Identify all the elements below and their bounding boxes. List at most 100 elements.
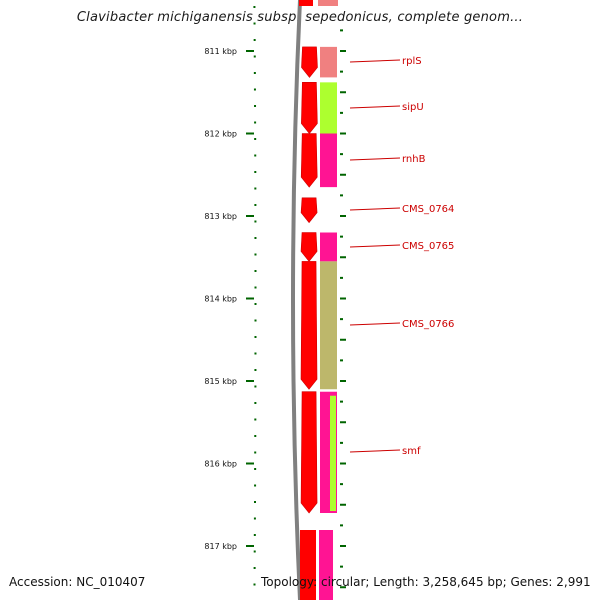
gene-label-CMS_0766[interactable]: CMS_0766 xyxy=(402,319,454,330)
tick-mark xyxy=(340,524,343,527)
cog-partial-top[interactable] xyxy=(318,0,338,6)
tick-mark xyxy=(340,586,346,589)
tick-mark xyxy=(340,483,343,486)
tick-mark xyxy=(246,50,254,52)
scale-dot xyxy=(253,534,256,536)
backbone xyxy=(291,0,302,600)
tick-mark xyxy=(340,503,346,506)
scale-dot xyxy=(254,121,257,124)
leader-CMS_0765 xyxy=(349,244,401,248)
scale-dot xyxy=(254,319,257,322)
scale-dot xyxy=(254,237,257,239)
scale-dot xyxy=(254,435,257,437)
scale-dot xyxy=(254,451,257,454)
scale-dot xyxy=(254,138,257,140)
scale-dot xyxy=(254,105,257,107)
cds-CMS_0766[interactable] xyxy=(300,261,318,390)
tick-mark xyxy=(340,421,346,424)
tick-label: 813 kbp xyxy=(204,212,237,221)
scale-dots xyxy=(253,6,257,586)
tick-label: 817 kbp xyxy=(204,542,237,551)
gene-label-sipU[interactable]: sipU xyxy=(402,102,424,113)
tick-mark xyxy=(246,297,254,300)
tick-mark xyxy=(340,111,343,114)
scale-dot xyxy=(253,88,256,91)
cog-rnhB[interactable] xyxy=(320,133,337,188)
cds-smf[interactable] xyxy=(300,391,318,514)
tick-mark xyxy=(340,132,346,135)
tick-mark xyxy=(340,50,346,52)
leader-rnhB xyxy=(349,157,401,161)
tick-mark xyxy=(340,338,346,341)
cog-CMS_0765[interactable] xyxy=(320,232,337,262)
tick-mark xyxy=(246,545,254,547)
scale-dot xyxy=(254,369,257,371)
cog-sipU[interactable] xyxy=(320,82,337,134)
scale-dot xyxy=(253,583,256,586)
scale-dot xyxy=(253,517,256,520)
scale-dot xyxy=(253,501,256,503)
tick-mark xyxy=(246,380,254,382)
tick-mark xyxy=(246,132,254,135)
scale-dot xyxy=(254,336,257,338)
cds-rnhB[interactable] xyxy=(300,133,318,188)
scale-dot xyxy=(254,220,257,223)
scale-dot xyxy=(254,418,257,421)
cds-track[interactable] xyxy=(299,0,318,600)
gene-label-smf[interactable]: smf xyxy=(402,446,421,457)
tick-mark xyxy=(340,359,343,362)
tick-label: 811 kbp xyxy=(204,47,237,56)
cog-CMS_0766[interactable] xyxy=(320,261,337,390)
leader-rplS xyxy=(349,59,401,63)
scale-dot xyxy=(254,154,257,157)
scale-dot xyxy=(253,550,256,553)
tick-mark xyxy=(340,153,343,156)
scale-dot xyxy=(254,270,257,272)
tick-mark xyxy=(340,276,343,279)
scale-ticks: 811 kbp 812 kbp 813 kbp 814 kbp 815 kbp 816 k… xyxy=(204,29,346,589)
tick-label: 816 kbp xyxy=(204,460,237,469)
tick-mark xyxy=(340,441,343,444)
scale-dot xyxy=(254,253,257,256)
cds-CMS_0765[interactable] xyxy=(300,232,318,262)
tick-mark xyxy=(340,29,343,32)
scale-dot xyxy=(254,385,257,388)
scale-dot xyxy=(254,484,257,487)
scale-dot xyxy=(254,204,257,206)
tick-mark xyxy=(340,318,343,321)
tick-mark xyxy=(246,462,254,465)
leader-CMS_0764 xyxy=(349,207,401,211)
tick-label: 812 kbp xyxy=(204,130,237,139)
gene-label-CMS_0765[interactable]: CMS_0765 xyxy=(402,241,454,252)
scale-dot xyxy=(254,468,257,470)
tick-mark xyxy=(340,380,346,382)
tick-mark xyxy=(340,565,343,568)
tick-mark xyxy=(340,256,346,259)
cog-rplS[interactable] xyxy=(320,46,337,78)
tick-mark xyxy=(340,70,343,73)
cog-track[interactable] xyxy=(318,0,338,600)
scale-dot xyxy=(254,171,257,173)
cds-sipU[interactable] xyxy=(301,82,318,134)
scale-dot xyxy=(254,286,257,289)
cog-partial-bottom[interactable] xyxy=(319,530,333,600)
tick-mark xyxy=(340,194,343,197)
backbone-arc xyxy=(291,0,302,600)
cog-smf-secondary[interactable] xyxy=(330,395,336,511)
scale-dot xyxy=(253,6,256,8)
accession-text: Accession: NC_010407 xyxy=(9,575,146,589)
gene-label-rplS[interactable]: rplS xyxy=(402,56,422,67)
leader-smf xyxy=(349,449,401,453)
gene-label-rnhB[interactable]: rnhB xyxy=(402,154,426,165)
cds-rplS[interactable] xyxy=(301,46,318,78)
scale-dot xyxy=(253,72,256,74)
leader-CMS_0766 xyxy=(349,322,401,326)
tick-label: 815 kbp xyxy=(204,377,237,386)
tick-mark xyxy=(340,235,343,238)
cds-CMS_0764[interactable] xyxy=(300,197,318,224)
cds-partial-bottom[interactable] xyxy=(300,530,316,600)
cds-partial-top[interactable] xyxy=(299,0,313,6)
gene-label-CMS_0764[interactable]: CMS_0764 xyxy=(402,204,454,215)
